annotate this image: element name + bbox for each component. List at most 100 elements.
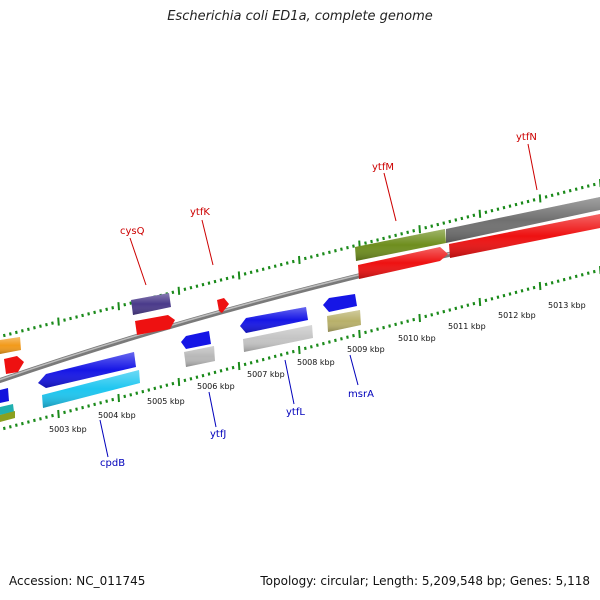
tick-mark [454,306,458,311]
tick-mark [177,377,181,387]
tick-mark [105,307,109,311]
tick-mark [562,190,566,194]
gene-cysq-red-arrow[interactable] [135,315,175,335]
gene-label-ytfm[interactable]: ytfM [372,162,394,173]
gene-ytfn-red-band[interactable] [449,214,600,258]
tick-mark [189,377,193,381]
gene-orange-left[interactable] [0,337,21,354]
tick-mark [285,261,289,265]
gene-ytfj-grey[interactable] [184,346,215,367]
accession-text: Accession: NC_011745 [9,574,146,588]
gene-cysq-purple[interactable] [131,293,171,315]
scale-label: 5006 kbp [197,382,235,391]
tick-mark [328,340,331,344]
tick-mark [261,357,265,362]
tick-mark [574,274,578,279]
gene-label-ytfj[interactable]: ytfJ [210,429,226,440]
tick-mark [484,210,488,214]
tick-mark [183,287,187,291]
tick-mark [189,286,193,290]
gene-grey-dark-band[interactable] [446,197,600,243]
tick-mark [526,287,530,291]
tick-mark [322,341,325,346]
tick-mark [177,286,181,295]
tick-mark [225,367,229,371]
tick-mark [51,321,54,325]
tick-mark [279,353,283,357]
tick-mark [478,297,482,307]
tick-mark [261,267,265,271]
tick-mark [520,289,524,293]
tick-mark [87,404,90,408]
tick-mark [364,330,367,335]
tick-mark [249,361,253,365]
ytfk-leader-line [201,219,214,266]
gene-label-msra[interactable]: msrA [348,389,374,400]
gene-labels: cysQ ytfK ytfM ytfN cpdB ytfJ ytfL msrA [100,132,537,469]
tick-mark [123,302,127,307]
gene-grey-block[interactable] [243,325,313,352]
tick-mark [346,335,349,339]
tick-mark [466,303,470,307]
gene-label-cysq[interactable]: cysQ [120,226,145,237]
tick-mark [99,401,103,405]
gene-ytfk-red-arrow[interactable] [217,298,229,313]
gene-ytfj-arrow[interactable] [181,331,211,349]
tick-mark [117,393,120,403]
scale-label: 5010 kbp [398,334,436,343]
tick-mark [2,426,6,431]
tick-mark [213,370,217,375]
tick-mark [436,222,440,227]
tick-mark [207,372,211,376]
gene-ytfm-green[interactable] [355,229,446,261]
scale-label: 5005 kbp [147,397,185,406]
tick-mark [111,397,115,402]
tick-mark [550,193,554,198]
tick-mark [27,327,30,332]
tick-mark [502,293,506,298]
tick-mark [496,295,500,299]
gene-ytfm-red-arrow[interactable] [358,247,448,279]
ytfl-leader-line [284,359,295,405]
gene-label-cpdb[interactable]: cpdB [100,458,125,469]
gene-olive-left[interactable] [0,411,15,422]
tick-mark [514,290,518,295]
tick-mark [111,306,115,310]
tick-mark [195,284,199,288]
gene-label-ytfk[interactable]: ytfK [190,207,210,218]
gene-cpdb-arrow[interactable] [38,352,136,388]
gene-msra-arrow[interactable] [323,294,357,312]
gene-cyan-block[interactable] [42,370,140,408]
gene-label-ytfl[interactable]: ytfL [286,407,305,418]
gene-red-left[interactable] [4,356,24,374]
tick-mark [213,279,217,284]
tick-mark [153,386,157,391]
tick-mark [460,216,464,221]
tick-mark [105,399,109,403]
tick-mark [538,194,542,203]
tick-mark [93,402,96,407]
tick-mark [63,410,66,415]
scale-labels: 5003 kbp 5004 kbp 5005 kbp 5006 kbp 5007 kbp… [49,301,586,434]
tick-mark [279,262,283,267]
gene-khaki-block[interactable] [327,310,361,332]
tick-mark [544,195,548,199]
gene-ytfl-arrow[interactable] [240,307,308,333]
tick-mark [33,326,36,330]
gene-blue-left[interactable] [0,388,9,403]
tick-mark [364,241,367,245]
cysq-leader-line [129,237,147,286]
tick-mark [520,201,524,205]
tick-mark [460,305,464,309]
tick-mark [298,255,301,265]
tick-mark [57,409,60,419]
tick-mark [183,378,187,383]
tick-mark [303,346,307,351]
gene-label-ytfn[interactable]: ytfN [516,132,537,143]
tick-mark [237,271,241,280]
cpdb-leader-line [99,419,109,458]
scale-label: 5011 kbp [448,322,486,331]
tick-mark [273,354,277,359]
tick-mark [225,276,229,281]
